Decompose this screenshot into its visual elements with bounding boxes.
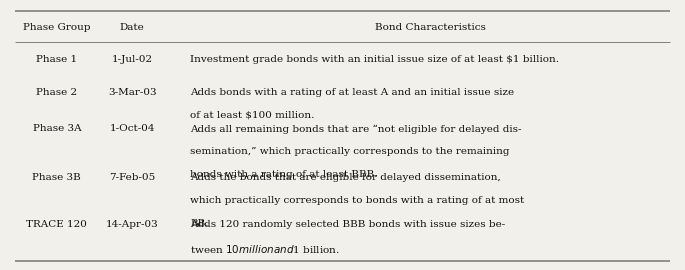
Text: 1-Oct-04: 1-Oct-04 <box>110 124 155 133</box>
Text: Phase Group: Phase Group <box>23 22 90 32</box>
Text: tween $10 million and $1 billion.: tween $10 million and $1 billion. <box>190 243 340 255</box>
Text: Phase 3A: Phase 3A <box>33 124 81 133</box>
Text: Adds bonds with a rating of at least A and an initial issue size: Adds bonds with a rating of at least A a… <box>190 88 514 97</box>
Text: Bond Characteristics: Bond Characteristics <box>375 22 486 32</box>
Text: Phase 3B: Phase 3B <box>32 173 82 182</box>
Text: BB.: BB. <box>190 219 209 228</box>
Text: 1-Jul-02: 1-Jul-02 <box>112 55 153 64</box>
Text: Investment grade bonds with an initial issue size of at least $1 billion.: Investment grade bonds with an initial i… <box>190 55 560 64</box>
Text: Adds the bonds that are eligible for delayed dissemination,: Adds the bonds that are eligible for del… <box>190 173 501 182</box>
Text: Adds all remaining bonds that are “not eligible for delayed dis-: Adds all remaining bonds that are “not e… <box>190 124 522 134</box>
Text: which practically corresponds to bonds with a rating of at most: which practically corresponds to bonds w… <box>190 196 525 205</box>
Text: of at least $100 million.: of at least $100 million. <box>190 111 315 120</box>
Text: Date: Date <box>120 22 145 32</box>
Text: Phase 1: Phase 1 <box>36 55 77 64</box>
Text: bonds with a rating of at least BBB.: bonds with a rating of at least BBB. <box>190 170 378 179</box>
Text: semination,” which practically corresponds to the remaining: semination,” which practically correspon… <box>190 147 510 156</box>
Text: 14-Apr-03: 14-Apr-03 <box>105 220 159 229</box>
Text: TRACE 120: TRACE 120 <box>27 220 87 229</box>
Text: Adds 120 randomly selected BBB bonds with issue sizes be-: Adds 120 randomly selected BBB bonds wit… <box>190 220 506 229</box>
Text: 7-Feb-05: 7-Feb-05 <box>109 173 155 182</box>
Text: 3-Mar-03: 3-Mar-03 <box>108 88 156 97</box>
Text: Phase 2: Phase 2 <box>36 88 77 97</box>
